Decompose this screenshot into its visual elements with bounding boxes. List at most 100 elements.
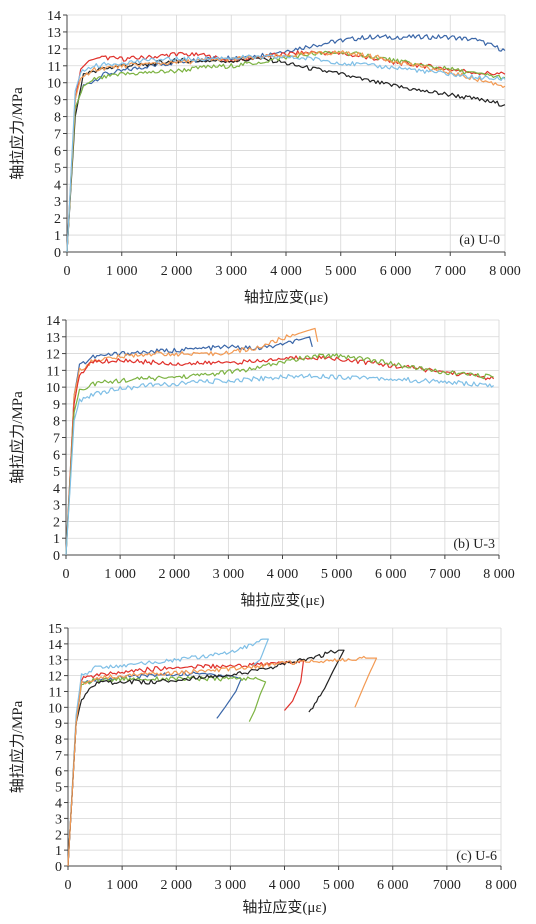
x-tick-label: 7 000 xyxy=(435,264,467,279)
y-tick-label: 2 xyxy=(55,828,62,843)
series-line-6 xyxy=(67,655,378,867)
panel-label: (c) U-6 xyxy=(456,849,497,864)
y-tick-label: 15 xyxy=(48,622,62,637)
x-tick-label: 6 000 xyxy=(375,567,407,582)
y-tick-label: 4 xyxy=(54,178,61,193)
y-tick-label: 1 xyxy=(54,229,61,244)
x-tick-label: 1 000 xyxy=(106,264,138,279)
y-tick-label: 10 xyxy=(46,381,60,396)
y-axis-label: 轴拉应力/MPa xyxy=(8,391,26,484)
y-tick-label: 8 xyxy=(53,415,60,430)
y-tick-label: 7 xyxy=(53,432,60,447)
y-tick-label: 5 xyxy=(55,781,62,796)
y-tick-label: 13 xyxy=(48,654,62,669)
x-tick-label: 4 000 xyxy=(267,567,299,582)
y-tick-label: 13 xyxy=(46,331,60,346)
x-axis-label: 轴拉应变(με) xyxy=(244,288,328,306)
x-tick-label: 3 000 xyxy=(216,264,248,279)
x-tick-label: 2 000 xyxy=(159,567,191,582)
y-tick-label: 8 xyxy=(54,111,61,126)
y-tick-label: 3 xyxy=(53,499,60,514)
series-line-1 xyxy=(66,34,506,253)
series-line-4 xyxy=(67,638,269,867)
y-tick-label: 10 xyxy=(47,77,61,92)
x-tick-label: 0 xyxy=(65,878,72,893)
y-tick-label: 12 xyxy=(47,43,61,58)
x-tick-label: 5 000 xyxy=(323,878,355,893)
series-line-5 xyxy=(66,50,506,253)
y-tick-label: 0 xyxy=(54,246,61,261)
y-tick-label: 7 xyxy=(54,128,61,143)
y-tick-label: 6 xyxy=(55,765,62,780)
y-tick-label: 9 xyxy=(55,717,62,732)
x-tick-label: 0 xyxy=(64,264,71,279)
x-tick-label: 0 xyxy=(63,567,70,582)
x-tick-label: 2 000 xyxy=(161,878,193,893)
x-tick-label: 7 000 xyxy=(429,567,461,582)
y-tick-label: 1 xyxy=(53,532,60,547)
y-tick-label: 8 xyxy=(55,733,62,748)
series-line-6 xyxy=(66,54,506,253)
y-tick-label: 14 xyxy=(46,314,60,329)
y-tick-label: 13 xyxy=(47,26,61,41)
series-line-1 xyxy=(65,336,313,556)
y-tick-label: 11 xyxy=(49,685,62,700)
x-tick-label: 8 000 xyxy=(485,878,517,893)
x-axis-label: 轴拉应变(με) xyxy=(242,898,326,916)
x-tick-label: 8 000 xyxy=(483,567,515,582)
y-tick-label: 0 xyxy=(53,549,60,564)
series-line-3 xyxy=(65,355,495,556)
x-tick-label: 2 000 xyxy=(161,264,193,279)
series-line-5 xyxy=(65,373,494,556)
y-tick-label: 5 xyxy=(53,465,60,480)
x-tick-label: 7000 xyxy=(433,878,461,893)
y-tick-label: 2 xyxy=(53,515,60,530)
y-tick-label: 9 xyxy=(53,398,60,413)
x-tick-label: 6 000 xyxy=(377,878,409,893)
y-tick-label: 10 xyxy=(48,701,62,716)
y-tick-label: 4 xyxy=(55,797,62,812)
y-tick-label: 4 xyxy=(53,482,60,497)
panel-label: (b) U-3 xyxy=(453,537,495,552)
x-tick-label: 1 000 xyxy=(104,567,136,582)
y-tick-label: 12 xyxy=(46,348,60,363)
y-tick-label: 1 xyxy=(55,844,62,859)
y-tick-label: 0 xyxy=(55,860,62,875)
x-tick-label: 3 000 xyxy=(213,567,245,582)
panel-label: (a) U-0 xyxy=(459,233,500,248)
y-tick-label: 2 xyxy=(54,212,61,227)
y-tick-label: 11 xyxy=(48,60,61,75)
y-axis-label: 轴拉应力/MPa xyxy=(8,700,26,793)
series-line-3 xyxy=(67,658,304,867)
x-tick-label: 1 000 xyxy=(106,878,138,893)
y-tick-label: 5 xyxy=(54,161,61,176)
series-line-5 xyxy=(67,649,345,867)
y-tick-label: 9 xyxy=(54,94,61,109)
series-line-1 xyxy=(67,671,242,867)
x-tick-label: 8 000 xyxy=(489,264,521,279)
series-line-2 xyxy=(67,675,267,867)
x-tick-label: 5 000 xyxy=(325,264,357,279)
y-tick-label: 14 xyxy=(48,638,62,653)
x-tick-label: 4 000 xyxy=(269,878,301,893)
y-tick-label: 6 xyxy=(53,448,60,463)
x-tick-label: 4 000 xyxy=(270,264,302,279)
y-tick-label: 3 xyxy=(54,195,61,210)
y-tick-label: 12 xyxy=(48,670,62,685)
x-tick-label: 3 000 xyxy=(215,878,247,893)
y-tick-label: 14 xyxy=(47,9,61,24)
x-axis-label: 轴拉应变(με) xyxy=(240,591,324,609)
y-tick-label: 3 xyxy=(55,812,62,827)
series-line-2 xyxy=(65,327,319,556)
y-tick-label: 11 xyxy=(47,364,60,379)
x-tick-label: 5 000 xyxy=(321,567,353,582)
y-tick-label: 7 xyxy=(55,749,62,764)
x-tick-label: 6 000 xyxy=(380,264,412,279)
series-line-4 xyxy=(65,353,494,556)
y-tick-label: 6 xyxy=(54,144,61,159)
